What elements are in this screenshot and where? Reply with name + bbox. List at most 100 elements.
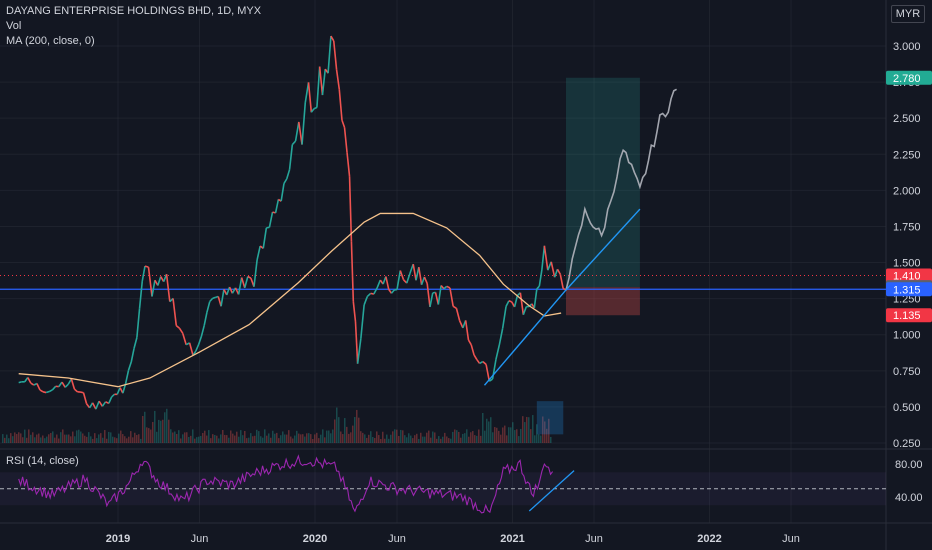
- volume-bar: [88, 432, 90, 443]
- price-candle-segment: [307, 82, 313, 113]
- volume-bar: [506, 435, 508, 443]
- volume-bar: [100, 433, 102, 443]
- chart-title: DAYANG ENTERPRISE HOLDINGS BHD, 1D, MYX: [6, 5, 262, 17]
- price-candle-segment: [440, 284, 445, 290]
- volume-bar: [438, 436, 440, 443]
- volume-bar: [2, 434, 4, 443]
- volume-bar: [14, 432, 16, 443]
- price-candle-segment: [51, 385, 57, 391]
- ma-legend[interactable]: MA (200, close, 0): [6, 35, 95, 47]
- price-candle-segment: [45, 390, 50, 394]
- rsi-legend[interactable]: RSI (14, close): [6, 455, 79, 467]
- volume-bar: [278, 438, 280, 443]
- price-candle-segment: [95, 400, 100, 410]
- price-candle-segment: [256, 245, 261, 261]
- volume-bar: [298, 433, 300, 443]
- volume-bar: [428, 430, 430, 443]
- volume-bar: [292, 438, 294, 443]
- volume-bar: [66, 434, 68, 443]
- price-candle-segment: [228, 286, 234, 294]
- volume-bar: [384, 438, 386, 443]
- volume-bar: [412, 438, 414, 443]
- volume-bar: [190, 435, 192, 443]
- price-tick-label: 2.500: [893, 113, 921, 125]
- volume-bar: [170, 429, 172, 443]
- price-candle-segment: [172, 298, 178, 326]
- volume-bar: [58, 438, 60, 443]
- volume-bar: [334, 419, 336, 443]
- volume-bar: [168, 419, 170, 443]
- price-label-box: [886, 268, 932, 283]
- price-candle-segment: [64, 383, 69, 388]
- currency-button[interactable]: MYR: [891, 5, 925, 23]
- volume-bar: [442, 436, 444, 443]
- price-candle-segment: [91, 402, 97, 410]
- volume-legend[interactable]: Vol: [6, 20, 22, 32]
- volume-bar: [342, 434, 344, 443]
- volume-bar: [462, 433, 464, 443]
- price-candle-segment: [209, 297, 214, 303]
- volume-bar: [160, 420, 162, 443]
- price-candle-segment: [124, 370, 130, 384]
- price-candle-segment: [505, 300, 510, 307]
- volume-bar: [302, 434, 304, 443]
- volume-bar: [486, 418, 488, 443]
- volume-bar: [120, 430, 122, 443]
- volume-bar: [94, 433, 96, 443]
- volume-bar: [80, 431, 82, 443]
- volume-bar: [330, 433, 332, 443]
- volume-bar: [122, 434, 124, 443]
- volume-bar: [550, 436, 552, 443]
- volume-bar: [56, 434, 58, 443]
- volume-bar: [102, 437, 104, 443]
- volume-bar: [218, 438, 220, 443]
- price-candle-segment: [452, 305, 457, 309]
- volume-bar: [232, 433, 234, 443]
- price-candle-segment: [559, 274, 564, 289]
- volume-bar: [488, 421, 490, 443]
- price-candle-segment: [212, 296, 216, 300]
- volume-bar: [104, 430, 106, 443]
- volume-bar: [410, 435, 412, 443]
- volume-bar: [460, 437, 462, 443]
- volume-bar: [538, 434, 540, 443]
- volume-bar: [182, 434, 184, 443]
- time-tick-label: 2019: [106, 533, 130, 545]
- volume-bar: [272, 430, 274, 443]
- price-candle-segment: [330, 35, 335, 42]
- volume-bar: [400, 429, 402, 443]
- volume-highlight-box: [536, 401, 564, 435]
- volume-bar: [98, 434, 100, 443]
- price-candle-segment: [175, 325, 181, 329]
- price-candle-segment: [396, 270, 402, 290]
- price-candle-segment: [266, 226, 270, 229]
- price-candle-segment: [157, 276, 162, 286]
- price-candle-segment: [48, 389, 53, 393]
- price-candle-segment: [470, 344, 475, 356]
- volume-bar: [192, 429, 194, 443]
- volume-bar: [368, 434, 370, 443]
- price-candle-segment: [294, 121, 300, 142]
- price-candle-segment: [101, 401, 107, 407]
- volume-bar: [220, 434, 222, 443]
- projection-path: [565, 88, 677, 291]
- volume-bar: [142, 416, 144, 443]
- time-tick-label: Jun: [585, 533, 603, 545]
- volume-bar: [396, 429, 398, 443]
- price-candle-segment: [310, 108, 315, 113]
- volume-bar: [456, 430, 458, 443]
- volume-bar: [524, 422, 526, 443]
- volume-bar: [336, 407, 338, 443]
- volume-bar: [452, 431, 454, 443]
- volume-bar: [64, 434, 66, 443]
- price-tick-label: 0.750: [893, 366, 921, 378]
- price-candle-segment: [420, 276, 426, 286]
- rsi-tick-label: 80.00: [895, 459, 923, 471]
- volume-bar: [262, 437, 264, 443]
- volume-bar: [42, 435, 44, 443]
- price-candle-segment: [360, 304, 365, 339]
- volume-bar: [422, 436, 424, 443]
- ma-200-line: [18, 212, 562, 388]
- price-candle-segment: [133, 337, 138, 349]
